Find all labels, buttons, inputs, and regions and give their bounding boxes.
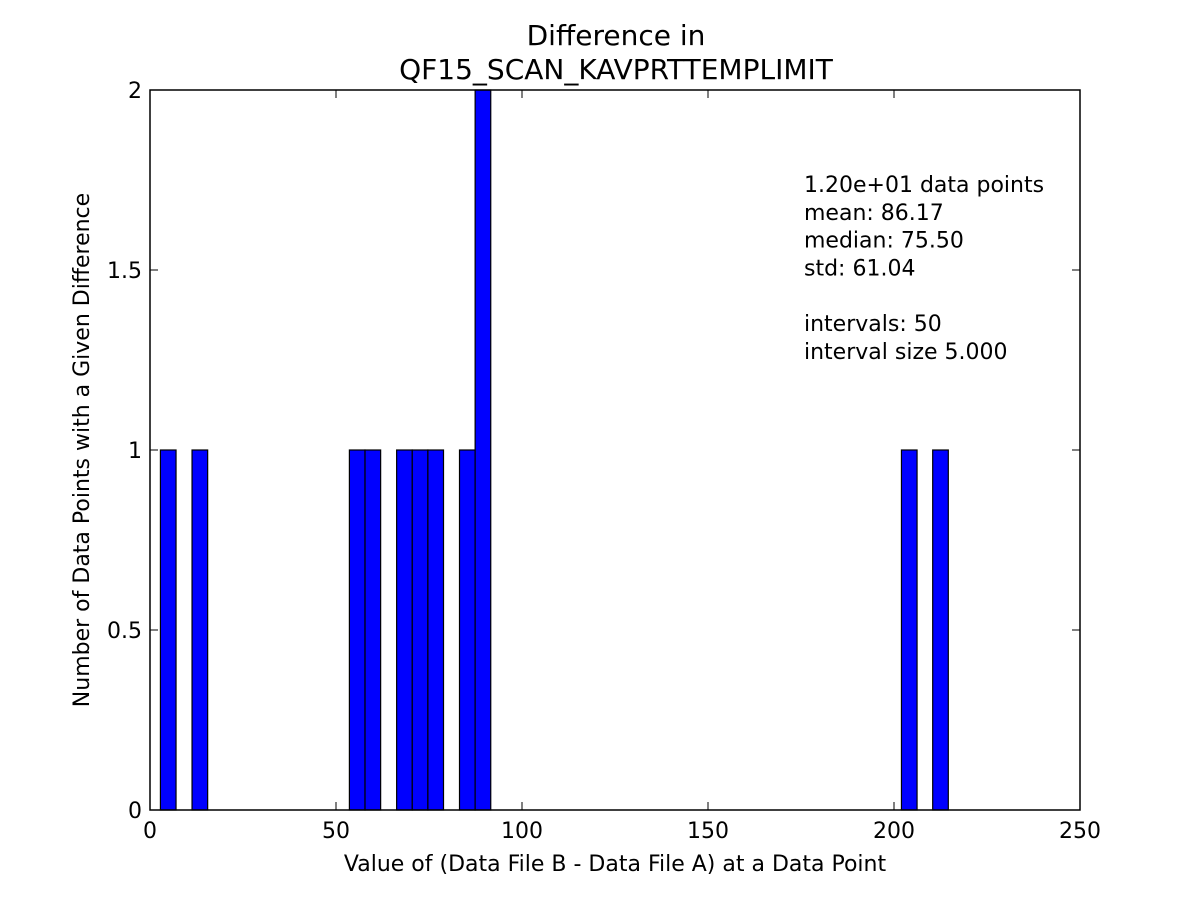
y-tick-label-2: 1 — [128, 439, 142, 464]
stats-line-3: std: 61.04 — [804, 256, 915, 281]
stats-line-1: mean: 86.17 — [804, 201, 944, 226]
histogram-bar-3 — [364, 449, 382, 811]
y-tick-label-1: 0.5 — [107, 619, 142, 644]
histogram-bar-4 — [396, 449, 413, 811]
x-axis-label: Value of (Data File B - Data File A) at … — [344, 852, 887, 877]
histogram-bar-2 — [348, 449, 366, 811]
stats-line-6: interval size 5.000 — [804, 340, 1008, 365]
histogram-bar-8 — [474, 89, 492, 811]
chart-title-line-2: QF15_SCAN_KAVPRTTEMPLIMIT — [399, 53, 834, 86]
histogram-bar-9 — [900, 449, 918, 811]
y-tick-label-0: 0 — [128, 799, 142, 824]
histogram-bar-5 — [411, 449, 429, 811]
histogram-bar-1 — [191, 449, 209, 811]
stats-line-0: 1.20e+01 data points — [804, 173, 1044, 198]
histogram-bar-10 — [932, 449, 949, 811]
y-tick-label-4: 2 — [128, 79, 142, 104]
chart-title-line-1: Difference in — [527, 19, 706, 52]
histogram-bar-0 — [159, 449, 177, 811]
histogram-bar-7 — [458, 449, 476, 811]
histogram-bar-6 — [427, 449, 445, 811]
x-tick-label-2: 100 — [501, 819, 543, 844]
bars-group — [159, 89, 949, 811]
ticks-group: 0 50 100 150 200 250 0 0.5 1 1.5 2 — [107, 79, 1101, 844]
x-tick-label-4: 200 — [873, 819, 915, 844]
y-axis-label: Number of Data Points with a Given Diffe… — [70, 193, 95, 707]
y-tick-label-3: 1.5 — [107, 259, 142, 284]
stats-line-2: median: 75.50 — [804, 229, 964, 254]
x-tick-label-1: 50 — [322, 819, 350, 844]
stats-annotation: 1.20e+01 data points mean: 86.17 median: 7… — [804, 173, 1044, 365]
stats-line-5: intervals: 50 — [804, 312, 942, 337]
plot-area-frame — [149, 89, 1081, 811]
x-tick-label-0: 0 — [143, 819, 157, 844]
x-tick-label-3: 150 — [687, 819, 729, 844]
x-tick-label-5: 250 — [1059, 819, 1101, 844]
